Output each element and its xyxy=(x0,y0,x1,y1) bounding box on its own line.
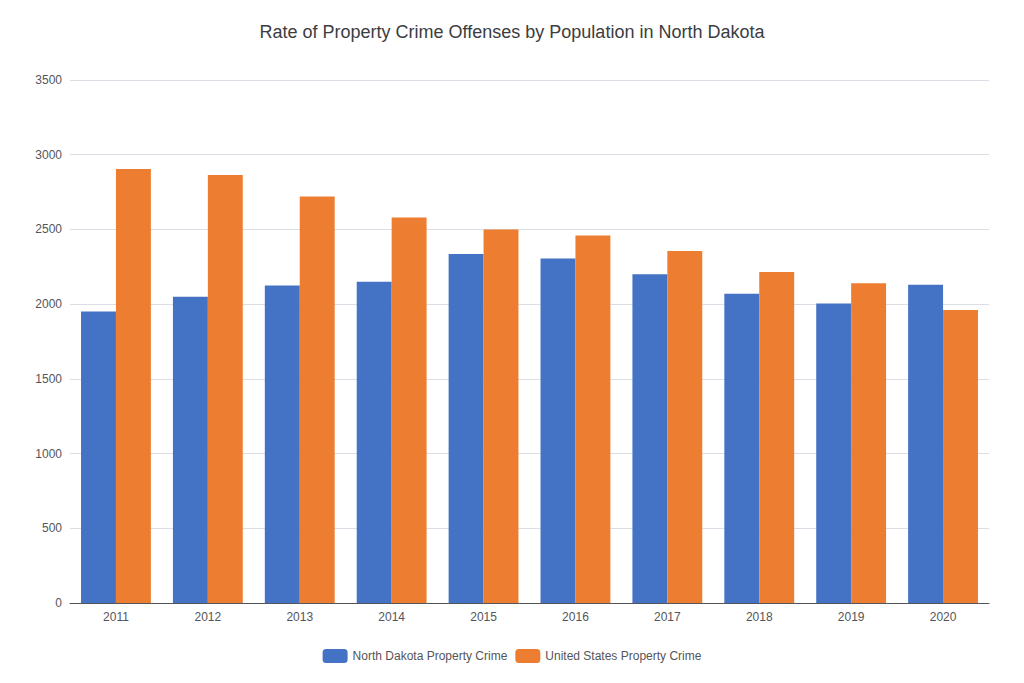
svg-text:United States Property Crime: United States Property Crime xyxy=(545,649,701,663)
svg-text:2012: 2012 xyxy=(194,610,221,624)
svg-text:2013: 2013 xyxy=(286,610,313,624)
svg-text:2015: 2015 xyxy=(470,610,497,624)
svg-text:2018: 2018 xyxy=(746,610,773,624)
svg-text:Rate of Property Crime Offense: Rate of Property Crime Offenses by Popul… xyxy=(260,22,766,42)
svg-text:2000: 2000 xyxy=(35,297,62,311)
svg-text:0: 0 xyxy=(55,596,62,610)
svg-text:2500: 2500 xyxy=(35,222,62,236)
svg-text:2014: 2014 xyxy=(378,610,405,624)
svg-text:2016: 2016 xyxy=(562,610,589,624)
svg-text:500: 500 xyxy=(42,521,62,535)
svg-text:1000: 1000 xyxy=(35,447,62,461)
svg-text:1500: 1500 xyxy=(35,372,62,386)
svg-text:2011: 2011 xyxy=(103,610,129,624)
svg-text:2017: 2017 xyxy=(654,610,681,624)
svg-text:North Dakota Property Crime: North Dakota Property Crime xyxy=(353,649,508,663)
svg-text:3500: 3500 xyxy=(35,73,62,87)
svg-text:2019: 2019 xyxy=(838,610,865,624)
svg-text:3000: 3000 xyxy=(35,148,62,162)
svg-text:2020: 2020 xyxy=(930,610,957,624)
